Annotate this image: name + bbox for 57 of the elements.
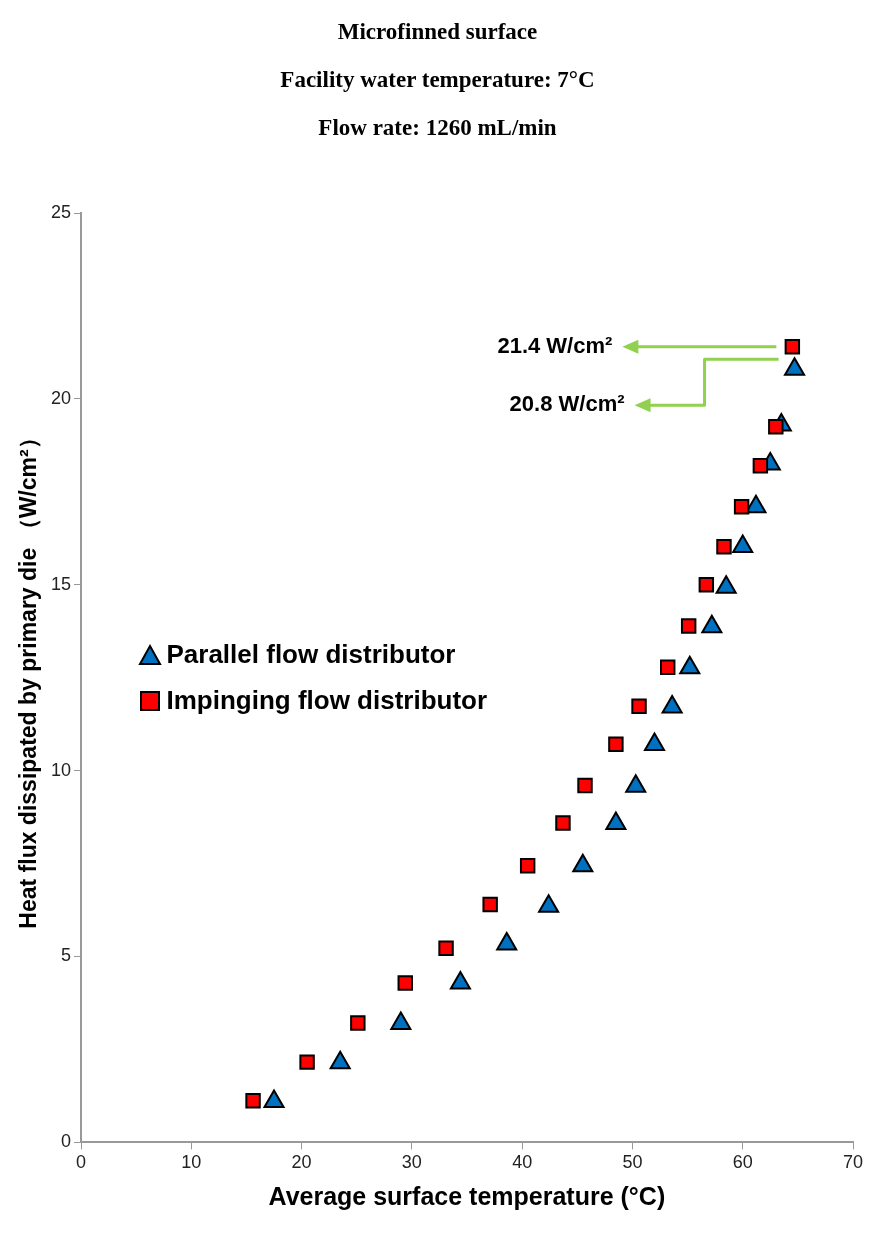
point [263, 1089, 285, 1109]
point [496, 931, 518, 951]
point [449, 970, 471, 990]
x-tick-label: 70 [842, 1152, 864, 1173]
point [577, 777, 593, 794]
point [661, 695, 683, 714]
y-tick-label: 10 [50, 759, 72, 780]
point [572, 853, 594, 873]
x-axis-title: Average surface temperature (°C) [268, 1182, 666, 1212]
y-tick-label: 0 [61, 1131, 72, 1152]
point [538, 894, 560, 913]
point [752, 458, 769, 474]
point [605, 811, 627, 830]
point [519, 858, 536, 874]
point [390, 1011, 412, 1030]
point [660, 659, 676, 676]
x-tick-label: 50 [622, 1152, 643, 1173]
x-tick-label: 20 [291, 1152, 312, 1173]
point [732, 534, 754, 553]
legend-label: Impinging flow distributor [166, 685, 488, 717]
x-tick-label: 0 [76, 1152, 87, 1173]
point [299, 1054, 315, 1070]
point [608, 736, 624, 752]
point [715, 575, 737, 594]
point [329, 1050, 351, 1070]
point [716, 539, 732, 555]
point [643, 732, 666, 752]
x-tick-label: 30 [401, 1152, 422, 1173]
point [733, 498, 750, 515]
annotation: 20.8 W/cm² [509, 391, 625, 417]
y-tick-label: 15 [50, 573, 72, 594]
x-tick-label: 60 [732, 1152, 753, 1173]
point [555, 815, 571, 831]
chart-subtitle: Facility water temperature: 7°C Flow rate: 1260 mL/min [279, 66, 596, 142]
y-axis-title: Heat flux dissipated by primary die （W/cm²） [13, 426, 42, 929]
point [397, 975, 413, 991]
annotation: 21.4 W/cm² [497, 332, 613, 358]
y-tick-label: 20 [50, 387, 72, 408]
point [625, 774, 647, 793]
point [679, 655, 701, 675]
point [438, 940, 454, 957]
point [768, 419, 784, 435]
x-tick-label: 10 [181, 1152, 202, 1173]
legend-label: Parallel flow distributor [166, 639, 456, 671]
point [698, 577, 715, 593]
point [701, 614, 723, 634]
y-tick-label: 5 [61, 945, 72, 966]
point [631, 698, 647, 715]
chart-title: Microfinned surface [336, 18, 539, 46]
x-tick-label: 40 [512, 1152, 533, 1173]
point [245, 1093, 261, 1109]
point [784, 339, 801, 355]
point [482, 896, 498, 913]
point [680, 618, 697, 634]
point [784, 357, 806, 376]
y-tick-label: 25 [50, 201, 72, 222]
point [350, 1015, 366, 1031]
